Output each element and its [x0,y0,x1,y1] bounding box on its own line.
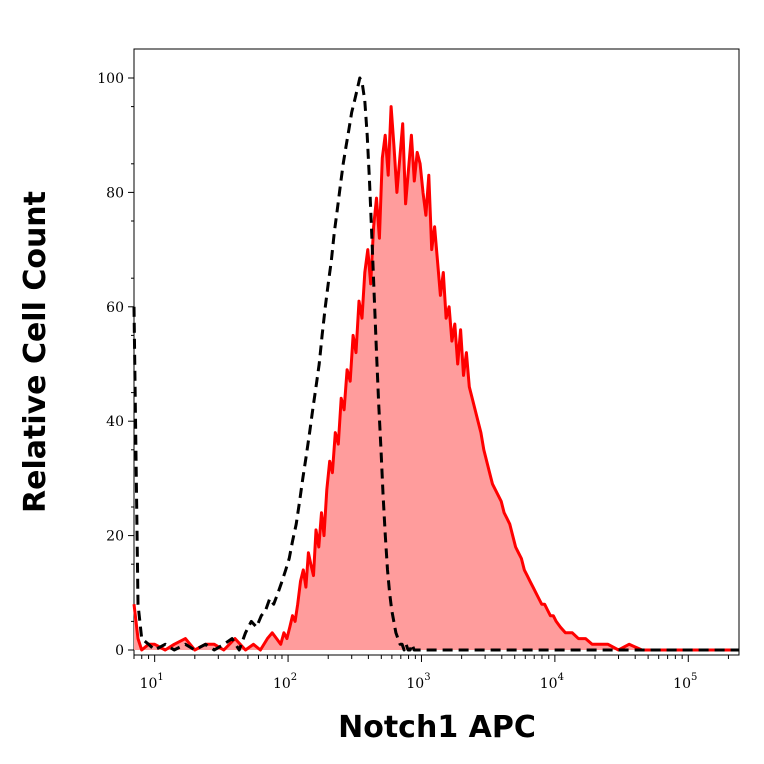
control-sample-line [132,76,739,652]
series-layer [132,76,739,652]
y-axis-title: Relative Cell Count [18,191,53,513]
y-tick-label: 60 [106,300,124,316]
axis-layer: 0 20 40 60 80 100 101 102 103 104 105 [97,71,729,692]
x-tick-label: 101 [140,672,164,692]
plot-area [133,48,740,656]
x-tick-label: 102 [273,672,297,692]
plot-frame [133,48,740,656]
y-tick-label: 0 [115,643,124,659]
x-axis-title: Notch1 APC [338,710,536,745]
y-tick-label: 40 [106,414,124,430]
stained-sample-fill [134,106,739,651]
x-tick-label: 103 [406,672,430,692]
x-tick-label: 104 [540,672,564,692]
x-tick-label: 105 [673,672,697,692]
y-tick-label: 20 [106,529,124,545]
y-tick-label: 100 [97,71,124,87]
stained-sample-line [132,105,739,652]
y-tick-label: 80 [106,185,124,201]
